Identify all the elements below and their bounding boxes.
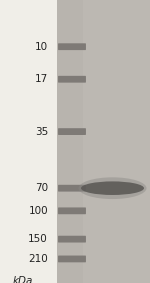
- FancyBboxPatch shape: [58, 128, 86, 135]
- Text: 35: 35: [35, 127, 48, 137]
- FancyBboxPatch shape: [58, 236, 86, 243]
- Text: kDa: kDa: [13, 276, 33, 283]
- FancyBboxPatch shape: [58, 43, 86, 50]
- Text: 10: 10: [35, 42, 48, 52]
- Bar: [57, 0, 150, 283]
- Text: 17: 17: [35, 74, 48, 84]
- FancyBboxPatch shape: [58, 76, 86, 83]
- Text: 210: 210: [28, 254, 48, 264]
- FancyBboxPatch shape: [58, 207, 86, 214]
- FancyBboxPatch shape: [58, 256, 86, 262]
- Ellipse shape: [81, 181, 144, 195]
- Bar: [82, 0, 150, 283]
- Text: 150: 150: [28, 234, 48, 244]
- Text: 100: 100: [28, 206, 48, 216]
- FancyBboxPatch shape: [58, 185, 86, 192]
- Text: 70: 70: [35, 183, 48, 193]
- Ellipse shape: [78, 177, 147, 199]
